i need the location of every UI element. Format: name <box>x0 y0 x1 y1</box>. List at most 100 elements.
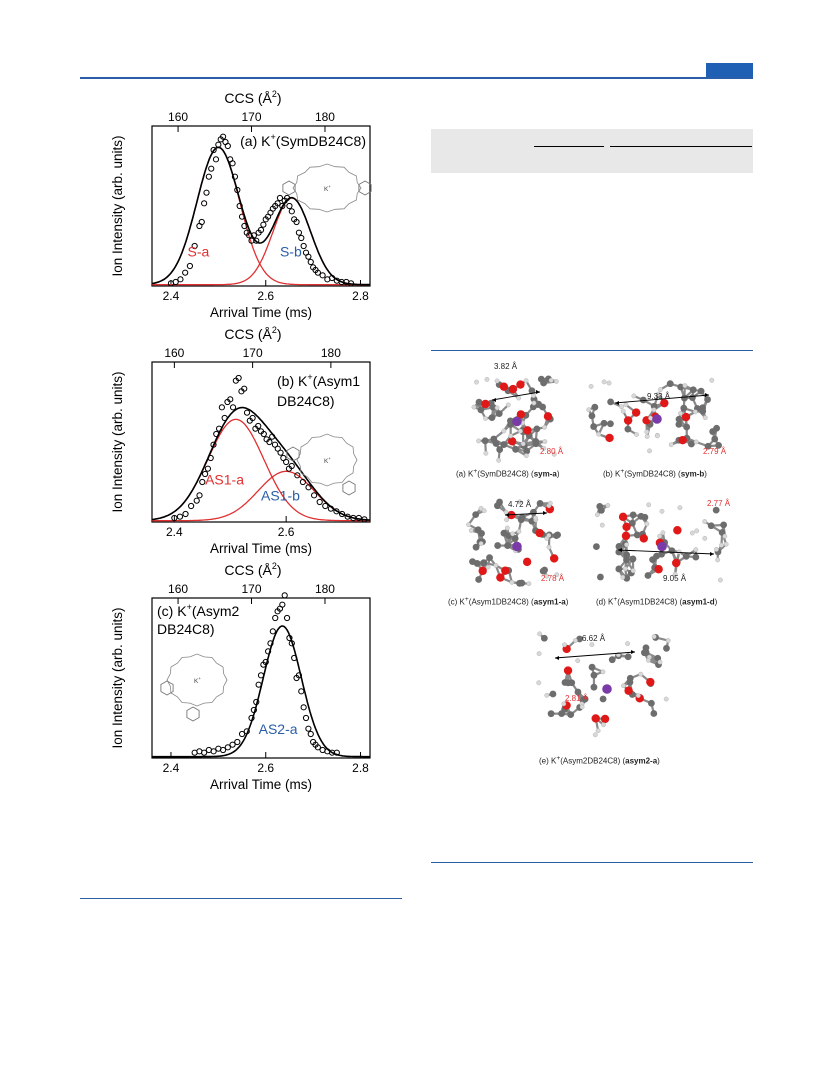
data-point <box>307 258 314 266</box>
carbon-atom <box>590 683 598 691</box>
top-tick-label: 170 <box>242 582 262 596</box>
peak-label: AS2-a <box>259 721 298 737</box>
hydrogen-atom <box>483 415 488 421</box>
header-rule <box>80 77 753 79</box>
oxygen-atom <box>522 557 532 567</box>
carbon-atom <box>567 711 575 719</box>
benzene-ring <box>186 706 200 722</box>
data-point <box>210 146 217 154</box>
crown-ring <box>296 433 358 487</box>
data-point <box>201 200 208 207</box>
data-point <box>212 156 220 163</box>
hydrogen-atom <box>589 642 595 647</box>
carbon-atom <box>607 420 614 428</box>
carbon-atom <box>576 635 583 643</box>
figure-top-rule <box>431 350 753 351</box>
hydrogen-atom <box>631 393 637 399</box>
data-point <box>288 208 295 215</box>
hydrogen-atom <box>622 566 628 572</box>
carbon-atom <box>558 710 565 718</box>
data-point <box>288 640 295 647</box>
hydrogen-atom <box>484 377 490 382</box>
oxygen-atom <box>535 528 544 538</box>
hydrogen-atom <box>668 442 674 448</box>
oxygen-atom <box>549 554 559 563</box>
carbon-atom <box>506 417 514 425</box>
data-point <box>269 628 276 635</box>
data-point <box>182 269 189 276</box>
data-point <box>314 269 321 276</box>
arrow-head <box>543 511 547 515</box>
hydrogen-atom <box>509 579 515 585</box>
hydrogen-atom <box>542 424 547 430</box>
arrival-time-chart-b: CCS (Å2) 160 170 180 2.4 2.6 Arrival Time (ms)… <box>110 325 371 556</box>
carbon-atom <box>689 394 696 402</box>
data-point <box>243 728 250 735</box>
data-point <box>253 237 260 244</box>
carbon-atom <box>539 403 547 411</box>
data-point <box>250 232 257 239</box>
data-point <box>266 438 273 446</box>
data-point <box>327 505 334 512</box>
carbon-atom <box>623 556 630 564</box>
data-point <box>234 738 241 746</box>
data-point <box>253 698 260 706</box>
carbon-atom <box>650 710 658 717</box>
hydrogen-atom <box>606 380 612 386</box>
hydrogen-atom <box>531 393 536 398</box>
hydrogen-atom <box>523 378 529 384</box>
data-point <box>215 425 223 432</box>
hydrogen-atom <box>496 457 502 463</box>
oxygen-atom <box>591 714 600 723</box>
oxygen-atom <box>523 426 532 435</box>
hydrogen-atom <box>672 571 678 577</box>
inset-k-label: K+ <box>194 676 201 685</box>
oxygen-atom <box>499 382 509 391</box>
hydrogen-atom <box>657 533 663 539</box>
data-point <box>238 730 246 738</box>
data-point <box>283 194 291 202</box>
hydrogen-atom <box>658 387 663 392</box>
hydrogen-atom <box>638 671 644 677</box>
oxygen-atom <box>496 573 505 582</box>
hydrogen-atom <box>561 701 567 707</box>
oxygen-atom <box>654 565 663 574</box>
y-axis-label: Ion Intensity (arb. units) <box>110 607 125 748</box>
data-point <box>191 242 198 250</box>
data-point <box>298 688 305 695</box>
data-point <box>299 478 307 486</box>
table-header <box>431 129 753 173</box>
data-point <box>196 492 203 499</box>
carbon-atom <box>500 529 508 537</box>
top-tick-label: 160 <box>164 346 184 360</box>
data-point <box>188 502 195 510</box>
hydrogen-atom <box>517 499 523 505</box>
data-point <box>314 744 321 751</box>
oxygen-atom <box>618 512 628 522</box>
crown-ether-inset: K+ <box>282 163 372 213</box>
hydrogen-atom <box>620 408 626 414</box>
data-point <box>215 141 222 148</box>
hydrogen-atom <box>657 659 663 665</box>
data-point <box>286 202 293 210</box>
hydrogen-atom <box>541 445 547 451</box>
carbon-atom <box>637 512 645 520</box>
data-point <box>241 222 248 230</box>
oxygen-atom <box>478 566 487 576</box>
hydrogen-atom <box>660 530 666 536</box>
oxygen-atom <box>623 416 633 425</box>
data-point <box>344 513 351 520</box>
carbon-atom <box>715 441 722 449</box>
data-point <box>274 445 281 452</box>
hydrogen-atom <box>601 379 607 385</box>
data-point <box>300 242 307 250</box>
hydrogen-atom <box>579 704 585 710</box>
carbon-atom <box>480 559 488 567</box>
carbon-atom <box>608 656 616 664</box>
x-axis-label: Arrival Time (ms) <box>210 305 312 320</box>
top-tick-label: 180 <box>321 346 341 360</box>
carbon-atom <box>668 547 676 555</box>
carbon-atom <box>639 396 647 404</box>
inset-k-label: K+ <box>324 456 331 465</box>
hydrogen-atom <box>689 530 695 536</box>
